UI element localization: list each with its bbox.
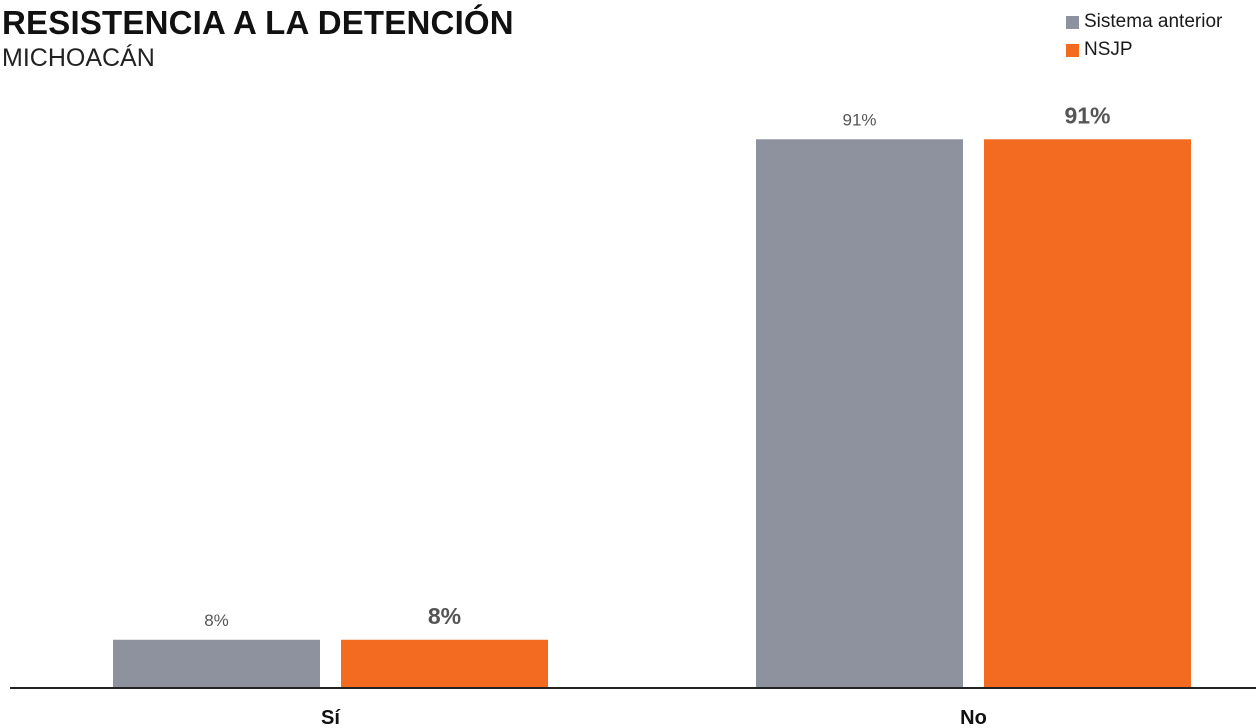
category-label-1: No <box>960 707 987 728</box>
chart-subtitle: MICHOACÁN <box>2 44 155 72</box>
legend-swatch-sistema-anterior <box>1066 15 1079 29</box>
bar-sistema-anterior-1 <box>756 139 963 688</box>
legend-item-nsjp: NSJP <box>1066 36 1222 64</box>
bar-nsjp-1 <box>984 139 1191 688</box>
legend-label-sistema-anterior: Sistema anterior <box>1084 11 1223 32</box>
legend-swatch-nsjp <box>1066 43 1079 57</box>
bar-nsjp-0 <box>341 639 548 688</box>
data-label-sistema-anterior-0: 8% <box>204 611 229 630</box>
data-label-nsjp-1: 91% <box>1064 102 1110 128</box>
category-label-0: Sí <box>321 707 341 728</box>
data-label-sistema-anterior-1: 91% <box>842 110 876 129</box>
chart-title: RESISTENCIA A LA DETENCIÓN <box>2 4 514 41</box>
legend: Sistema anterior NSJP <box>1066 8 1222 64</box>
data-label-nsjp-0: 8% <box>428 603 461 629</box>
legend-item-sistema-anterior: Sistema anterior <box>1066 8 1222 36</box>
bar-sistema-anterior-0 <box>113 639 320 688</box>
legend-label-nsjp: NSJP <box>1084 39 1133 60</box>
